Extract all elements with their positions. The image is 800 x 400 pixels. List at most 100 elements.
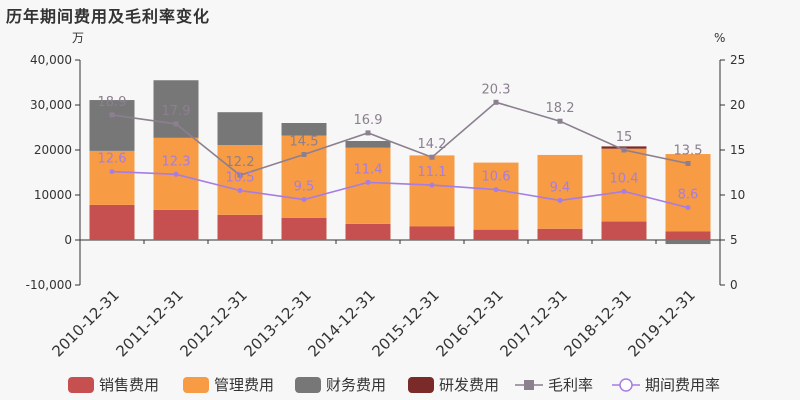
legend-label: 财务费用 — [326, 376, 386, 394]
x-tick-label: 2018-12-31 — [560, 286, 634, 360]
line-marker — [301, 197, 307, 202]
line-marker — [557, 118, 563, 124]
line-marker — [429, 154, 435, 160]
bar-segment — [153, 80, 199, 138]
line-marker — [493, 187, 499, 193]
legend-marker — [619, 378, 633, 392]
bar-segment — [89, 150, 135, 205]
bar-segment — [409, 226, 455, 240]
legend-label: 研发费用 — [439, 376, 499, 394]
legend-label: 期间费用率 — [645, 376, 720, 394]
left-tick-label: 30,000 — [30, 98, 72, 112]
line-marker — [173, 171, 179, 177]
bar-segment — [537, 228, 583, 240]
bar-segment — [345, 141, 391, 148]
data-label: 9.4 — [550, 180, 571, 195]
legend-swatch — [183, 377, 209, 393]
bar-segment — [281, 217, 327, 240]
x-tick-label: 2014-12-31 — [304, 286, 378, 360]
data-label: 11.4 — [354, 162, 383, 177]
data-label: 13.5 — [674, 144, 703, 159]
data-label: 11.1 — [418, 165, 447, 180]
line-marker — [365, 179, 371, 185]
line-marker — [173, 121, 179, 127]
line-marker — [685, 161, 691, 166]
right-tick-label: 0 — [730, 278, 738, 292]
bars-layer — [89, 80, 711, 245]
right-tick-label: 25 — [730, 53, 745, 67]
left-tick-label: 40,000 — [30, 53, 72, 67]
data-label: 10.5 — [226, 171, 255, 186]
line-marker — [557, 197, 563, 203]
bar-segment — [665, 240, 711, 245]
bar-segment — [537, 154, 583, 229]
bar-segment — [601, 148, 647, 222]
bar-segment — [153, 209, 199, 240]
right-axis-unit: % — [714, 31, 725, 45]
left-tick-label: 20000 — [34, 143, 72, 157]
legend-label: 毛利率 — [548, 376, 593, 394]
data-label: 9.5 — [294, 180, 315, 195]
legend-label: 销售费用 — [99, 376, 159, 394]
x-tick-label: 2016-12-31 — [432, 286, 506, 360]
left-axis-unit: 万 — [72, 31, 84, 45]
line-marker — [429, 182, 435, 188]
chart-title: 历年期间费用及毛利率变化 — [6, 7, 211, 26]
data-label: 20.3 — [482, 82, 511, 97]
left-tick-label: 10000 — [34, 188, 72, 202]
legend: 销售费用 管理费用 财务费用 研发费用 毛利率 期间费用率 — [68, 376, 720, 394]
legend-swatch — [408, 377, 434, 393]
line-marker — [109, 169, 115, 175]
data-label: 18.9 — [98, 95, 127, 110]
data-label: 14.2 — [418, 137, 447, 152]
x-tick-label: 2019-12-31 — [624, 286, 698, 360]
bar-segment — [409, 155, 455, 227]
bar-segment — [89, 100, 135, 151]
series-line — [111, 170, 689, 209]
x-tick-label: 2015-12-31 — [368, 286, 442, 360]
data-label: 14.5 — [290, 135, 319, 150]
bar-segment — [217, 145, 263, 215]
data-label: 10.6 — [482, 170, 511, 185]
data-label: 15 — [616, 130, 633, 145]
bar-segment — [665, 231, 711, 240]
line-marker — [109, 112, 115, 118]
legend-label: 管理费用 — [214, 376, 274, 394]
line-marker — [237, 188, 243, 193]
left-tick-label: 0 — [64, 233, 72, 247]
right-tick-label: 10 — [730, 188, 745, 202]
legend-swatch — [295, 377, 321, 393]
bar-segment — [665, 154, 711, 232]
data-label: 10.4 — [610, 171, 639, 186]
right-tick-label: 5 — [730, 233, 738, 247]
legend-swatch — [68, 377, 94, 393]
series-line — [111, 101, 689, 177]
legend-marker — [524, 380, 534, 390]
line-marker — [365, 130, 371, 136]
bar-segment — [601, 221, 647, 240]
right-tick-label: 20 — [730, 98, 745, 112]
x-tick-label: 2010-12-31 — [48, 286, 122, 360]
line-marker — [621, 147, 627, 153]
right-tick-label: 15 — [730, 143, 745, 157]
line-marker — [237, 172, 243, 178]
line-marker — [301, 152, 307, 157]
bar-segment — [217, 214, 263, 240]
data-label: 12.2 — [226, 155, 255, 170]
line-marker — [621, 188, 627, 194]
x-tick-label: 2017-12-31 — [496, 286, 570, 360]
data-label: 12.6 — [98, 152, 127, 167]
bar-segment — [217, 112, 263, 146]
bar-segment — [473, 229, 519, 240]
bar-segment — [345, 223, 391, 240]
left-tick-label: -10,000 — [26, 278, 72, 292]
bar-segment — [281, 123, 327, 136]
data-label: 17.9 — [162, 104, 191, 119]
bar-segment — [345, 147, 391, 224]
data-label: 8.6 — [678, 188, 699, 203]
lines-layer: 18.9 17.9 12.2 14.5 16.9 14.2 20.3 18.2 15 13.5 12… — [98, 82, 703, 211]
bar-segment — [89, 204, 135, 240]
data-label: 18.2 — [546, 101, 575, 116]
line-marker — [493, 99, 499, 105]
